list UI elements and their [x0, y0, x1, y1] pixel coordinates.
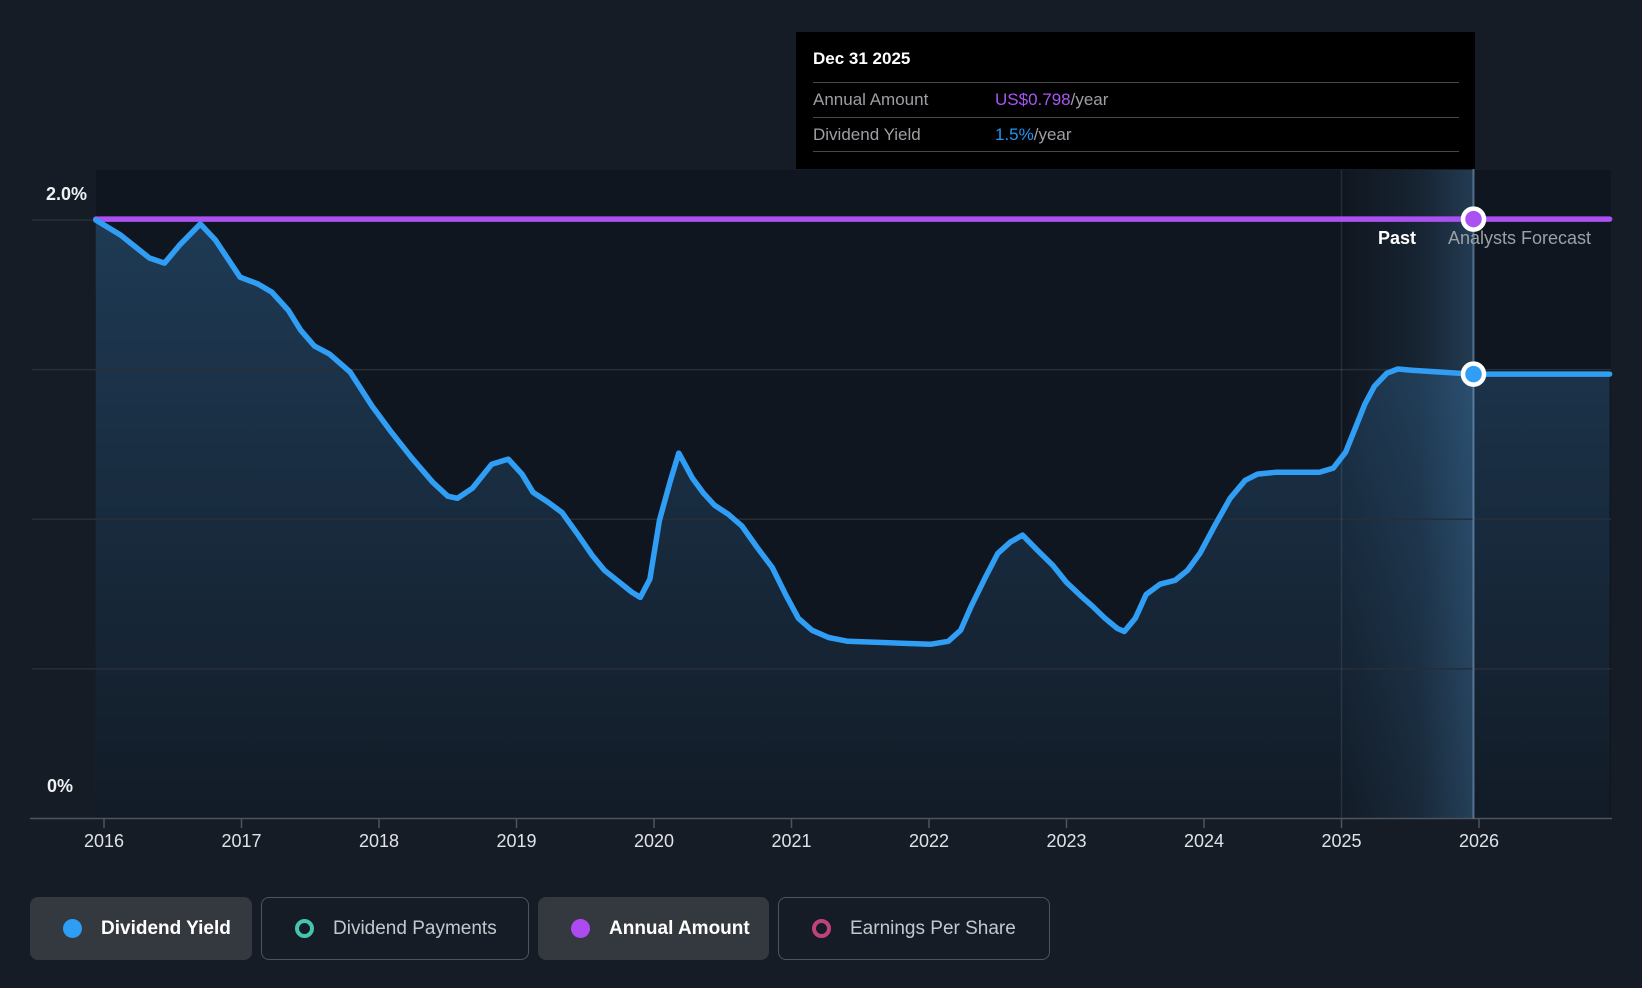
legend-item-dividend-yield[interactable]: Dividend Yield: [30, 897, 252, 960]
tooltip-dividend-yield-suffix: /year: [1033, 124, 1072, 144]
x-axis-label-2019: 2019: [496, 831, 537, 851]
x-axis-label-2022: 2022: [908, 831, 950, 851]
past-label: Past: [1377, 228, 1416, 248]
legend-item-label: Dividend Payments: [333, 917, 497, 939]
dividend-yield-line: [93, 217, 1613, 648]
x-axis-label-2023: 2023: [1046, 831, 1087, 851]
legend-item-dividend-payments[interactable]: Dividend Payments: [261, 897, 529, 960]
legend-ring-icon: [295, 919, 314, 938]
dividend-yield-marker[interactable]: [1460, 361, 1487, 387]
x-axis-label-2017: 2017: [221, 831, 262, 851]
y-axis-label-top: 2.0%: [46, 184, 88, 204]
x-axis-label-2018: 2018: [358, 831, 400, 851]
x-axis-label-2024: 2024: [1183, 831, 1225, 851]
tooltip-dividend-yield-value: 1.5%: [995, 124, 1034, 144]
legend-item-earnings-per-share[interactable]: Earnings Per Share: [778, 897, 1050, 960]
legend-dot-icon: [571, 919, 590, 938]
tooltip-row-dividend-yield: Dividend Yield 1.5% /year: [813, 117, 1459, 152]
annual-amount-marker[interactable]: [1460, 206, 1487, 232]
tooltip-annual-amount-value: US$0.798: [995, 90, 1071, 109]
x-axis-label-2025: 2025: [1321, 831, 1362, 851]
legend-ring-icon: [812, 919, 831, 938]
chart-tooltip: Dec 31 2025 Annual Amount US$0.798 /year…: [796, 32, 1475, 169]
analysts-forecast-label: Analysts Forecast: [1448, 228, 1592, 248]
chart-legend: Dividend Yield Dividend Payments Annual Am…: [30, 897, 1050, 960]
tooltip-dividend-yield-label: Dividend Yield: [813, 124, 921, 144]
legend-item-label: Annual Amount: [609, 917, 750, 939]
legend-item-label: Earnings Per Share: [850, 917, 1016, 939]
tooltip-date: Dec 31 2025: [813, 49, 911, 68]
tooltip-row-annual-amount: Annual Amount US$0.798 /year: [813, 82, 1459, 117]
legend-item-annual-amount[interactable]: Annual Amount: [538, 897, 769, 960]
x-axis-label-2016: 2016: [83, 831, 125, 851]
legend-dot-icon: [63, 919, 82, 938]
tooltip-annual-amount-label: Annual Amount: [813, 90, 929, 109]
x-axis-label-2020: 2020: [633, 831, 675, 851]
x-axis-label-2026: 2026: [1458, 831, 1500, 851]
forecast-highlight-band: [1341, 170, 1474, 819]
x-axis-ticks: [103, 819, 1480, 828]
y-axis-label-bottom: 0%: [47, 776, 74, 796]
tooltip-annual-amount-suffix: /year: [1070, 90, 1109, 109]
x-axis-label-2021: 2021: [771, 831, 812, 851]
legend-item-label: Dividend Yield: [101, 917, 231, 939]
